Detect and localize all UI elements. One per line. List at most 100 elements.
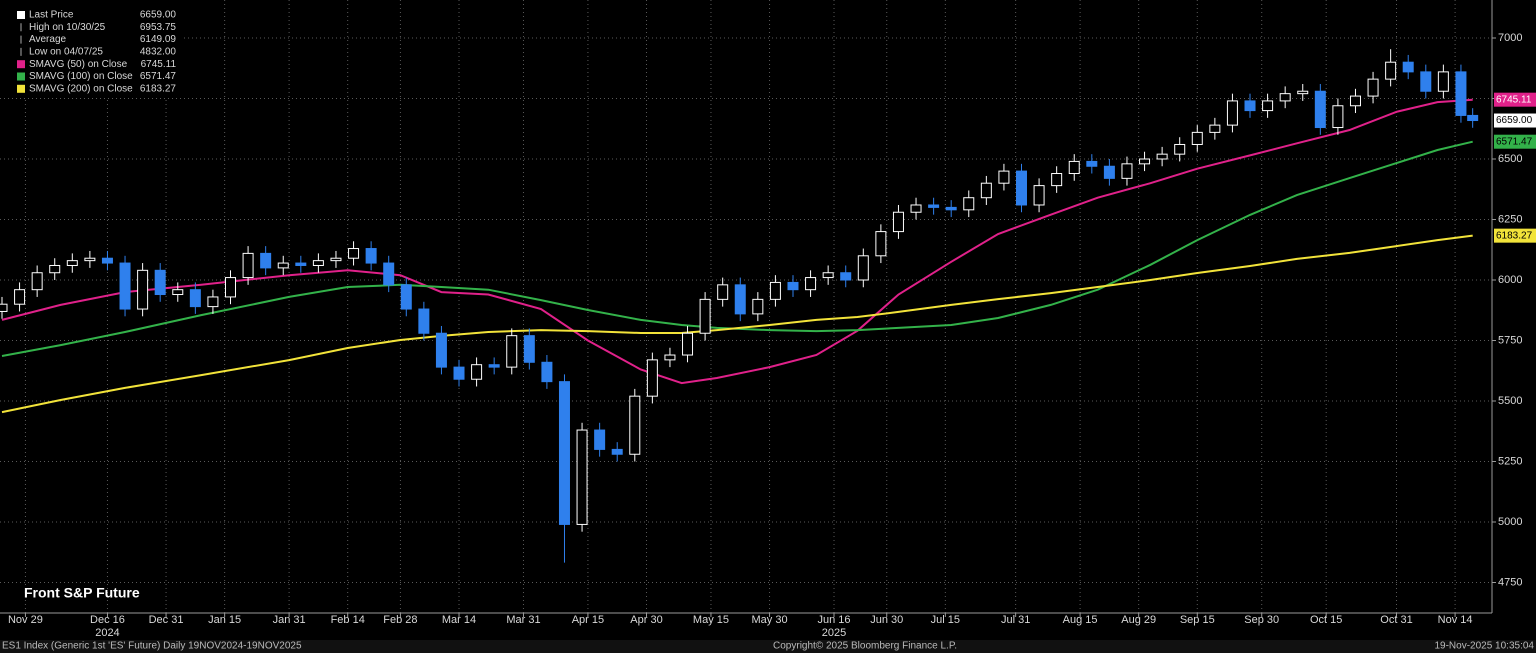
candle-body bbox=[1279, 93, 1291, 102]
candle-body bbox=[1068, 160, 1080, 175]
legend-label: Average bbox=[29, 34, 67, 45]
candle-body bbox=[1033, 185, 1045, 206]
x-tick-label: Jul 15 bbox=[931, 614, 960, 626]
year-label: 2024 bbox=[95, 627, 119, 639]
candle-body bbox=[137, 269, 149, 310]
footer-right: 19-Nov-2025 10:35:04 bbox=[1434, 641, 1534, 652]
footer-center: Copyright© 2025 Bloomberg Finance L.P. bbox=[773, 641, 957, 652]
legend-value: 6953.75 bbox=[140, 22, 177, 33]
candle-body bbox=[31, 272, 43, 291]
footer-bar bbox=[0, 640, 1536, 653]
year-label: 2025 bbox=[822, 627, 846, 639]
candle-body bbox=[1016, 170, 1028, 206]
candle-body bbox=[101, 257, 113, 264]
candle-body bbox=[1226, 100, 1238, 126]
candle-body bbox=[0, 303, 8, 312]
legend-value: 6745.11 bbox=[141, 59, 177, 70]
candle-body bbox=[1385, 61, 1397, 80]
candle-body bbox=[1139, 158, 1151, 165]
candle-body bbox=[1455, 71, 1467, 116]
candle-body bbox=[418, 308, 430, 334]
last-price-tag: 6659.00 bbox=[1496, 115, 1533, 126]
legend-value: 6571.47 bbox=[140, 71, 177, 82]
candle-body bbox=[928, 204, 940, 208]
candle-body bbox=[506, 335, 518, 368]
legend-swatch bbox=[17, 72, 25, 81]
candle-body bbox=[435, 332, 447, 368]
price-tag: 6571.47 bbox=[1496, 136, 1533, 147]
legend-label: Last Price bbox=[29, 10, 74, 21]
candle-body bbox=[682, 332, 694, 356]
candle-body bbox=[242, 252, 254, 279]
candle-body bbox=[1314, 90, 1326, 129]
candle-body bbox=[1367, 78, 1379, 97]
y-tick-label: 5500 bbox=[1498, 395, 1522, 407]
legend-label: High on 10/30/25 bbox=[29, 22, 106, 33]
candle-body bbox=[805, 277, 817, 291]
y-tick-label: 6250 bbox=[1498, 213, 1522, 225]
candle-body bbox=[260, 252, 272, 269]
x-tick-label: Jun 30 bbox=[870, 614, 903, 626]
price-tag: 6183.27 bbox=[1496, 230, 1533, 241]
x-tick-label: Mar 14 bbox=[442, 614, 476, 626]
candle-body bbox=[1402, 61, 1414, 73]
x-tick-label: Nov 14 bbox=[1438, 614, 1473, 626]
candle-body bbox=[1349, 95, 1361, 107]
candle-body bbox=[664, 354, 676, 361]
candle-body bbox=[207, 296, 219, 308]
legend-box bbox=[0, 0, 182, 98]
candle-body bbox=[998, 170, 1010, 184]
candle-body bbox=[383, 262, 395, 286]
y-tick-label: 5000 bbox=[1498, 516, 1522, 528]
lines bbox=[1, 98, 1473, 414]
candle-body bbox=[1420, 71, 1432, 92]
sma-line bbox=[1, 140, 1473, 357]
candle-body bbox=[752, 298, 764, 315]
candle-body bbox=[295, 262, 307, 266]
candle-body bbox=[172, 289, 184, 296]
candle-body bbox=[84, 257, 96, 262]
footer-left: ES1 Index (Generic 1st 'ES' Future) Dail… bbox=[2, 641, 302, 652]
x-tick-label: Jan 15 bbox=[208, 614, 241, 626]
x-tick-label: Apr 15 bbox=[572, 614, 604, 626]
y-tick-label: 6500 bbox=[1498, 153, 1522, 165]
legend-label: SMAVG (200) on Close bbox=[29, 83, 133, 94]
x-tick-label: Oct 15 bbox=[1310, 614, 1342, 626]
sma-line bbox=[1, 98, 1473, 385]
y-tick-label: 7000 bbox=[1498, 32, 1522, 44]
legend-value: 6183.27 bbox=[140, 83, 177, 94]
last-price-tag-bg bbox=[1494, 113, 1536, 128]
price-tag: 6745.11 bbox=[1496, 94, 1532, 105]
candle-body bbox=[734, 284, 746, 315]
candle-body bbox=[980, 182, 992, 199]
x-tick-label: Apr 30 bbox=[630, 614, 662, 626]
candle-body bbox=[14, 289, 26, 305]
candle-body bbox=[225, 277, 237, 298]
x-tick-label: Feb 14 bbox=[331, 614, 365, 626]
legend-value: 4832.00 bbox=[140, 47, 177, 58]
candle-body bbox=[963, 197, 975, 211]
axes: 4750500052505500575060006250650067507000… bbox=[8, 32, 1536, 639]
candle-body bbox=[277, 262, 289, 269]
candle-body bbox=[646, 359, 658, 397]
candle-body bbox=[189, 289, 201, 308]
y-tick-label: 6000 bbox=[1498, 274, 1522, 286]
legend-swatch bbox=[17, 60, 25, 69]
candle-body bbox=[840, 272, 852, 281]
candle-body bbox=[49, 264, 61, 274]
candle-body bbox=[1086, 160, 1098, 167]
candle-body bbox=[945, 206, 957, 211]
candle-body bbox=[892, 211, 904, 233]
candle-body bbox=[1262, 100, 1274, 112]
candle-body bbox=[365, 248, 377, 264]
legend-value: 6659.00 bbox=[140, 10, 177, 21]
candle-body bbox=[1191, 131, 1203, 145]
y-tick-label: 5750 bbox=[1498, 334, 1522, 346]
candle-body bbox=[717, 284, 729, 300]
candle-body bbox=[611, 448, 623, 455]
candle-body bbox=[330, 257, 342, 262]
x-tick-label: Oct 31 bbox=[1380, 614, 1412, 626]
x-tick-label: Mar 31 bbox=[506, 614, 540, 626]
candle-body bbox=[1174, 143, 1186, 155]
